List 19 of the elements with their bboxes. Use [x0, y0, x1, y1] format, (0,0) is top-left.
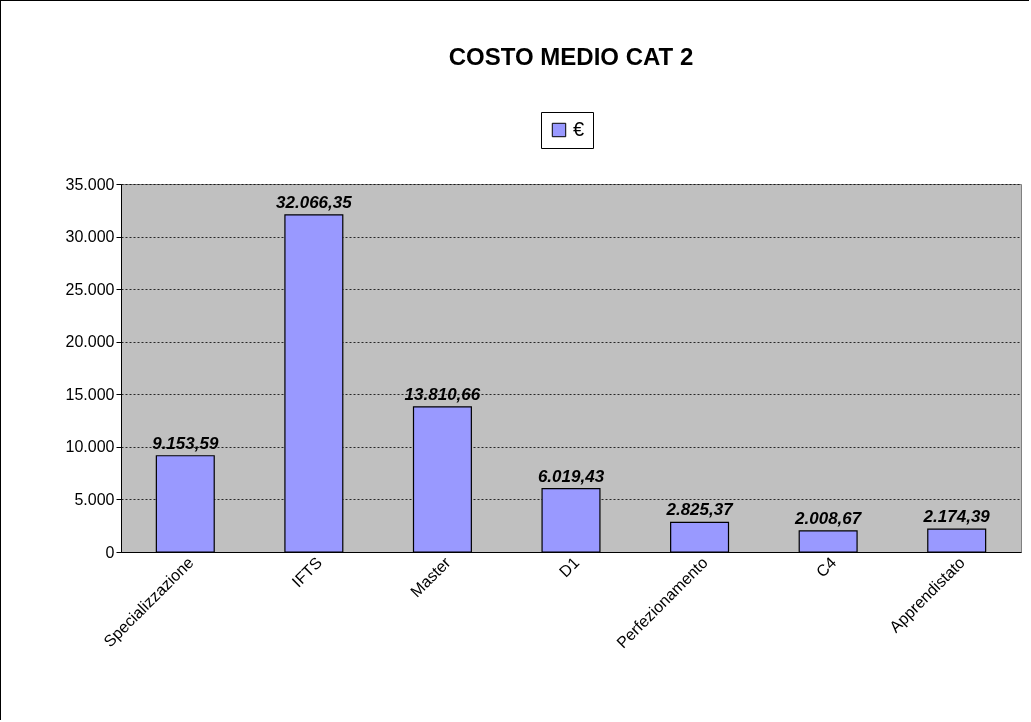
- x-tick-label: C4: [812, 553, 840, 581]
- text: 2.825,37: [666, 500, 733, 520]
- y-tick-label: 15.000: [65, 385, 115, 403]
- text: 9.153,59: [152, 433, 219, 453]
- y-tick-label: 25.000: [65, 280, 115, 298]
- y-tick-label: 20.000: [65, 333, 115, 351]
- legend-label: €: [573, 118, 585, 140]
- y-tick-label: 35.000: [65, 175, 115, 193]
- y-tick-label: 30.000: [65, 228, 115, 246]
- y-tick-label: 10.000: [65, 438, 115, 456]
- y-tick-label: 0: [105, 543, 115, 561]
- y-tick-label: 5.000: [74, 490, 115, 508]
- text: 2.174,39: [923, 507, 990, 527]
- text: 13.810,66: [404, 384, 481, 404]
- text: 6.019,43: [537, 466, 605, 486]
- chart-title: COSTO MEDIO CAT 2: [448, 42, 694, 70]
- text: 32.066,35: [276, 192, 352, 212]
- text: 2.008,67: [795, 508, 862, 528]
- x-tick-label: D1: [555, 553, 583, 581]
